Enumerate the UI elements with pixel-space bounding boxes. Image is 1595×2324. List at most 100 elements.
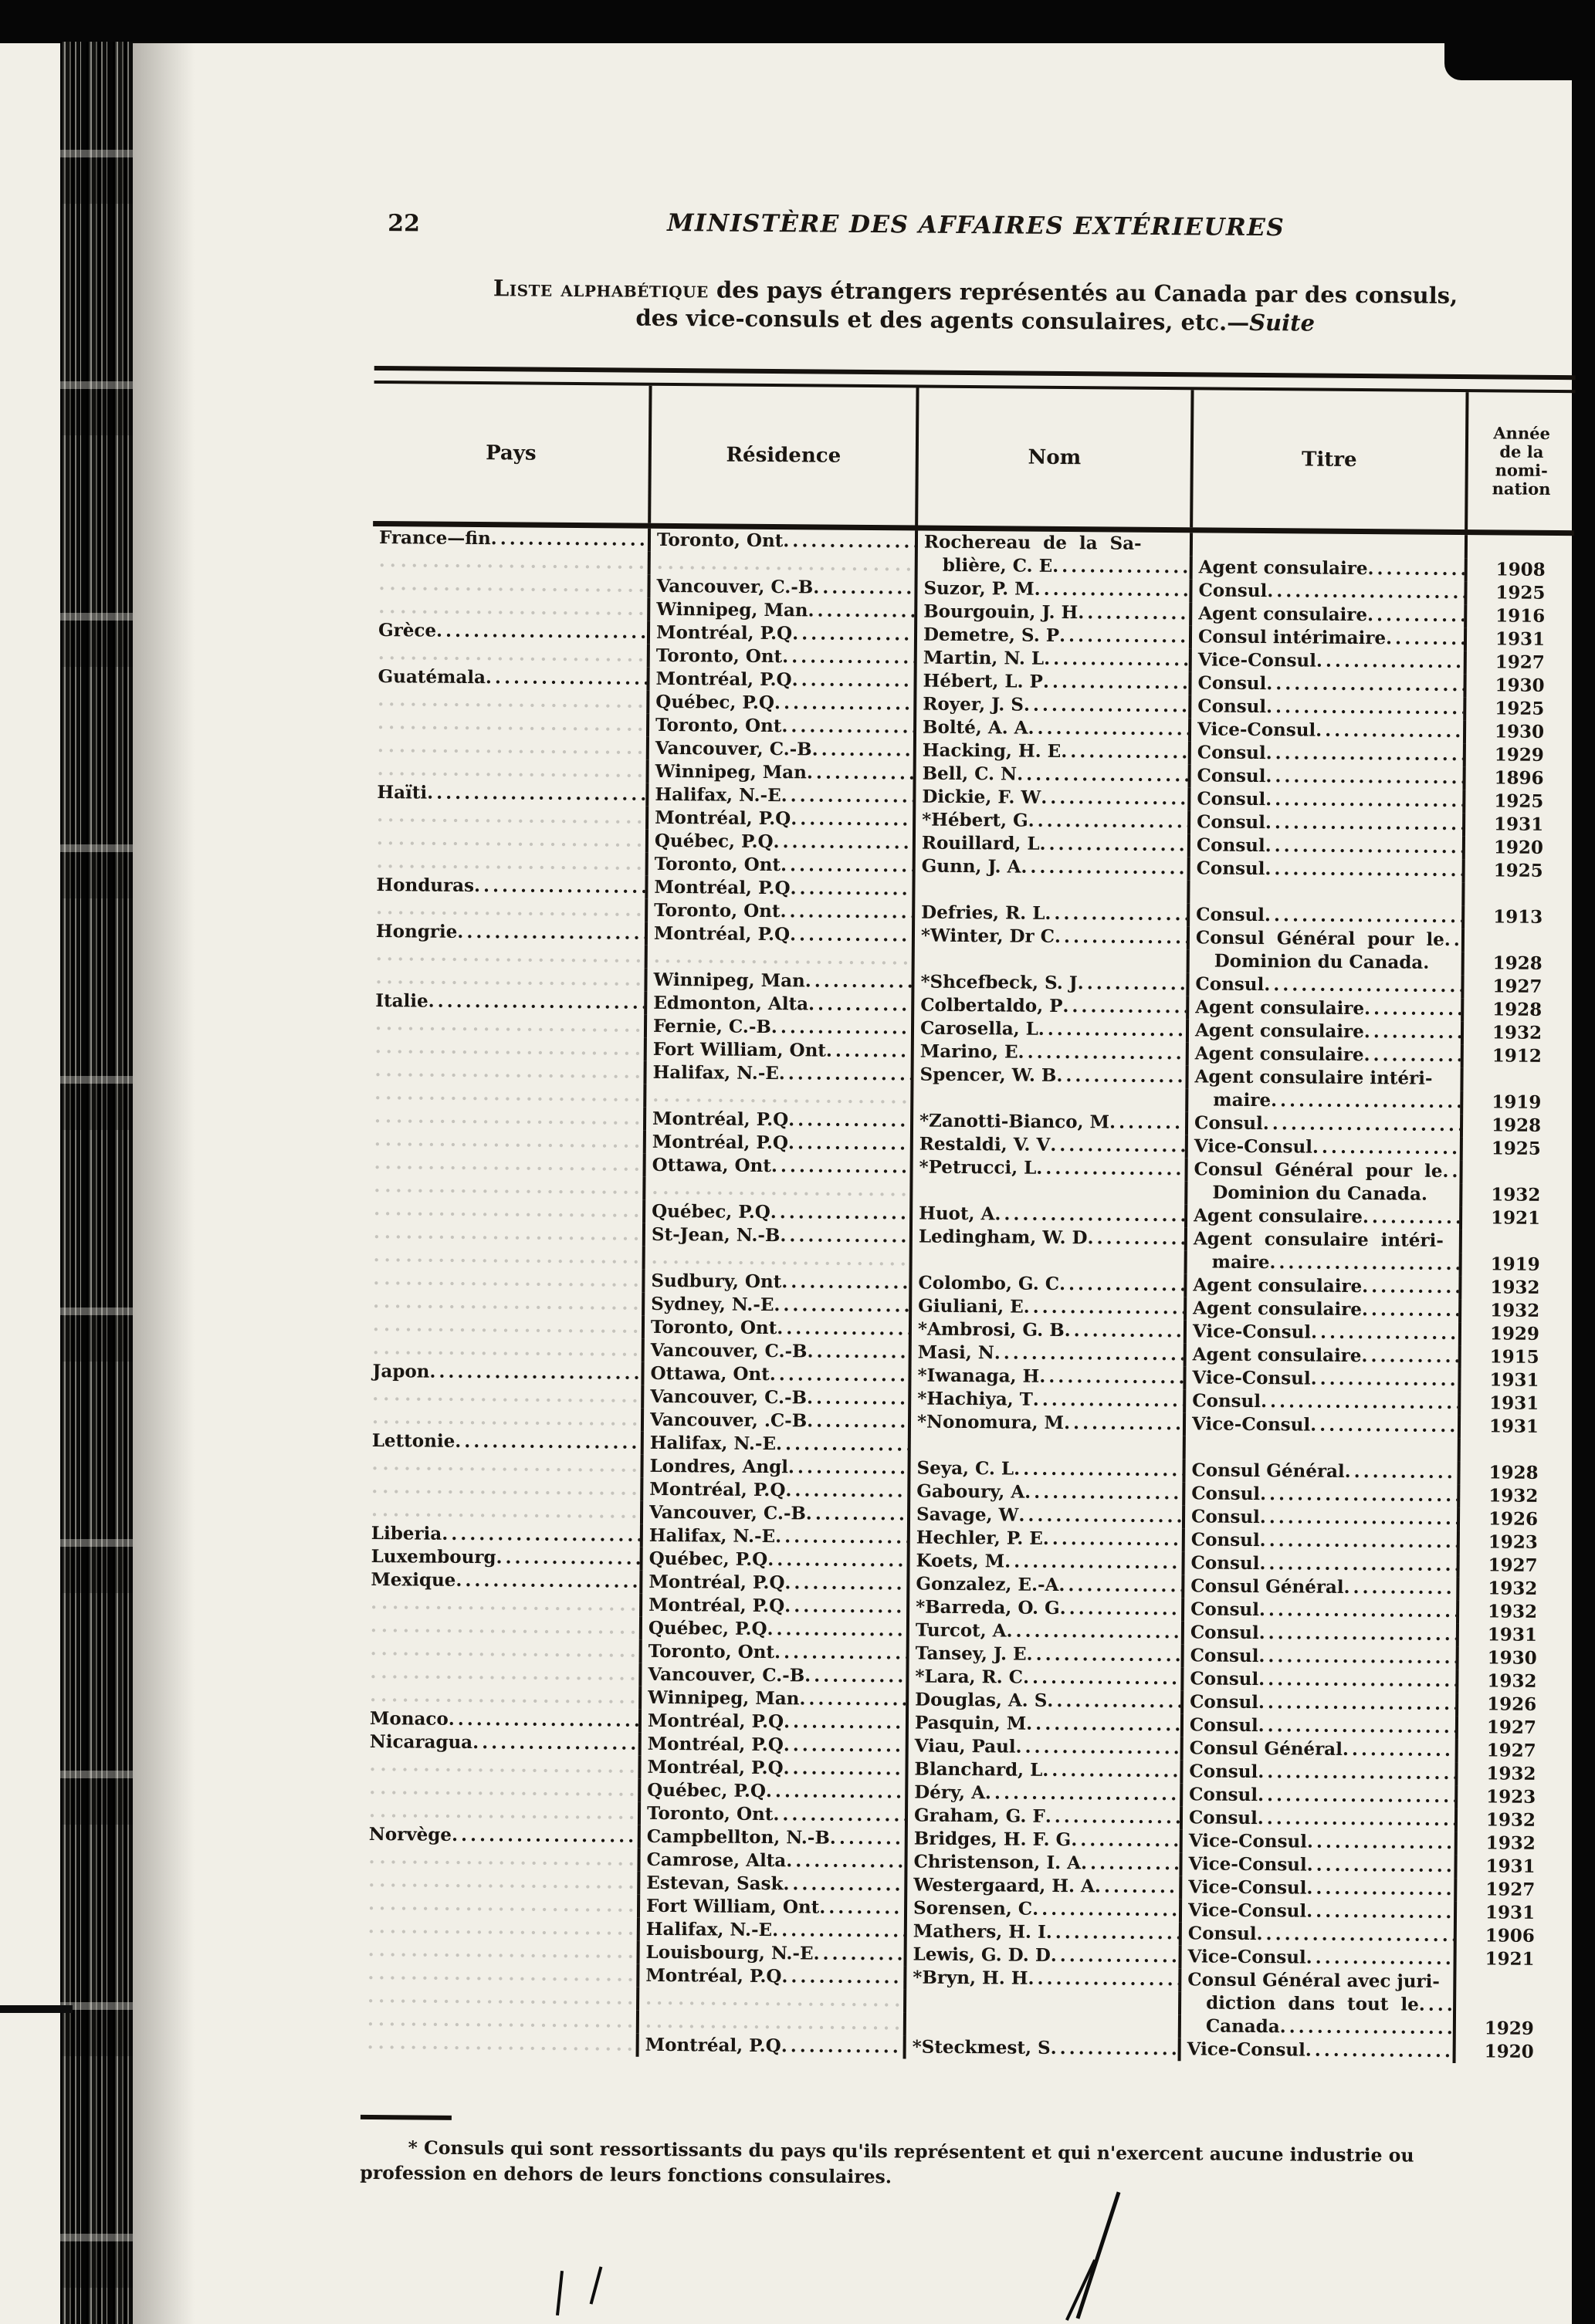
cell-pays: Monaco (364, 1707, 638, 1733)
cell-annee: 1931 (1458, 1392, 1568, 1416)
cell-annee (1452, 1994, 1563, 2018)
cell-annee: 1923 (1454, 1785, 1565, 1810)
cell-residence: Montréal, P.Q (644, 922, 913, 948)
cell-titre: Dominion du Canada. (1184, 1181, 1460, 1207)
cell-titre: Agent consulaire (1185, 1042, 1461, 1068)
cell-annee: 1923 (1456, 1531, 1566, 1555)
cell-annee: 1930 (1462, 720, 1573, 745)
cell-titre: Agent consulaire (1184, 1274, 1459, 1300)
cell-residence: Vancouver, C.-B (647, 574, 915, 600)
cell-pays: Haïti (371, 781, 645, 807)
cell-residence: Louisbourg, N.-E (636, 1940, 904, 1967)
cell-residence (635, 2010, 904, 2036)
cell-titre: Consul Général pour le (1186, 926, 1462, 952)
cell-titre: diction dans tout le (1178, 1991, 1454, 2018)
cell-titre: Agent consulaire (1186, 996, 1461, 1022)
column-header-nom: Nom (915, 387, 1191, 528)
cell-nom: Giuliani, E (909, 1294, 1184, 1321)
cell-nom: Savage, W (906, 1503, 1183, 1529)
cell-titre: Consul (1180, 1667, 1456, 1693)
cell-titre (1182, 1436, 1458, 1462)
cell-residence: Vancouver, C.-B (641, 1338, 909, 1365)
cell-pays (366, 1406, 641, 1432)
cell-residence: Toronto, Ont (645, 898, 913, 925)
cell-pays (362, 1846, 637, 1872)
cell-pays (368, 1152, 643, 1177)
gutter-shadow (133, 42, 195, 2324)
cell-titre: Vice-Consul (1179, 1829, 1454, 1855)
cell-residence: Montréal, P.Q (639, 1570, 907, 1596)
cell-pays (362, 1869, 637, 1895)
cell-titre: Consul (1181, 1598, 1457, 1624)
cell-annee: 1931 (1462, 813, 1573, 837)
book-binding-strip (60, 42, 133, 2324)
cell-titre: Consul (1182, 1482, 1458, 1508)
cell-pays: Nicaragua (364, 1730, 638, 1756)
cell-annee: 1931 (1455, 1623, 1566, 1648)
cell-pays (369, 1013, 644, 1038)
cell-pays (366, 1383, 641, 1409)
cell-nom: Déry, A (905, 1781, 1180, 1807)
cell-nom: Royer, J. S (913, 692, 1189, 719)
cell-annee: 1908 (1464, 558, 1574, 583)
cell-nom: Lewis, G. D. D (903, 1943, 1179, 1969)
cell-annee: 1927 (1463, 651, 1573, 675)
cell-pays (370, 943, 645, 969)
cell-titre: Consul (1179, 1806, 1455, 1832)
cell-pays (373, 550, 648, 575)
cell-pays (361, 2031, 636, 2057)
cell-residence (642, 1246, 909, 1272)
cell-annee: 1927 (1454, 1716, 1566, 1740)
cell-residence: Halifax, N.-E (636, 1917, 904, 1943)
cell-residence: Montréal, P.Q (645, 806, 913, 832)
cell-titre: Consul (1187, 741, 1463, 767)
cell-residence: Montréal, P.Q (645, 875, 913, 902)
cell-residence (644, 945, 912, 971)
cell-pays: Honduras (370, 874, 645, 899)
cell-nom: Pasquin, M (905, 1711, 1181, 1737)
cell-nom: Martin, N. L (913, 646, 1189, 672)
cell-annee (1459, 1160, 1570, 1185)
cell-titre: Vice-Consul (1178, 1945, 1454, 1971)
cell-pays (371, 735, 646, 760)
cell-nom: Spencer, W. B (910, 1063, 1186, 1089)
cell-nom: *Barreda, O. G (906, 1595, 1182, 1622)
scan-corner-black (1444, 0, 1595, 80)
cell-residence: Sudbury, Ont (642, 1269, 909, 1295)
cell-nom: Huot, A (909, 1202, 1185, 1228)
cell-residence: Toronto, Ont (641, 1315, 909, 1341)
cell-annee: 1926 (1455, 1693, 1566, 1717)
cell-residence: Vancouver, C.-B (641, 1385, 909, 1411)
cell-nom: Bell, C. N (913, 762, 1188, 788)
table-header-row: Pays Résidence Nom Titre Année de la nom… (373, 384, 1576, 531)
cell-residence: Fernie, C.-B (643, 1014, 912, 1040)
cell-nom: Mathers, H. I (903, 1920, 1179, 1946)
cell-pays (371, 688, 646, 714)
cell-annee: 1928 (1457, 1461, 1567, 1486)
scan-right-edge (1572, 0, 1595, 2324)
cell-nom: Blanchard, L (905, 1757, 1180, 1784)
cell-annee: 1931 (1458, 1368, 1568, 1393)
cell-nom: Gunn, J. A (912, 854, 1187, 881)
cell-titre: Vice-Consul (1187, 718, 1464, 744)
cell-residence: Montréal, P.Q (638, 1709, 906, 1735)
page-content: 22 MINISTÈRE DES AFFAIRES EXTÉRIEURES Li… (360, 46, 1578, 2195)
cell-pays: Grèce (372, 619, 647, 644)
cell-residence: Québec, P.Q (638, 1778, 906, 1805)
cell-annee: 1931 (1463, 628, 1574, 652)
cell-residence: Sydney, N.-E (642, 1292, 909, 1318)
cell-titre: Consul intérimaire (1188, 625, 1465, 651)
pen-mark (555, 2270, 564, 2316)
cell-pays: France—fin (373, 526, 648, 552)
cell-residence: Fort William, Ont (643, 1037, 911, 1064)
cell-nom: Hébert, L. P (913, 669, 1189, 695)
cell-residence: Winnipeg, Man (638, 1686, 906, 1712)
cell-residence: Fort William, Ont (636, 1894, 905, 1920)
cell-titre: Agent consulaire (1183, 1343, 1458, 1369)
cell-pays (372, 596, 647, 621)
cell-nom: Rouillard, L (912, 831, 1188, 858)
cell-annee: 1932 (1460, 1021, 1571, 1046)
cell-titre: Consul (1187, 834, 1463, 860)
consuls-table-body: France—finToronto, OntRochereau de la Sa… (361, 526, 1575, 2065)
cell-residence: Montréal, P.Q (646, 621, 915, 647)
